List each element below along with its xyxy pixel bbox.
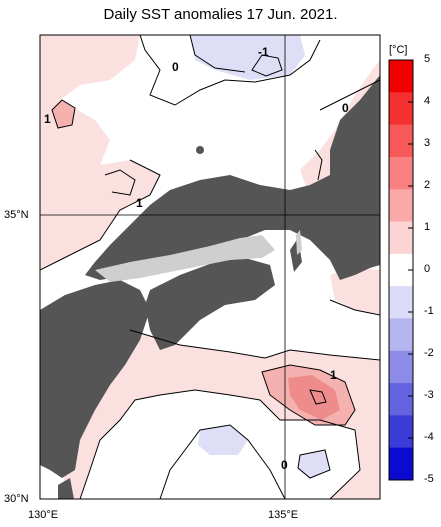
colorbar-segment [389,415,413,449]
warm-region-core [288,375,340,420]
colorbar-tick-label: 4 [424,95,431,107]
contour-zero-west [40,159,161,271]
y-tick-30n: 30°N [4,493,29,505]
colorbar-tick-label: 3 [424,137,431,149]
y-tick-35n: 35°N [4,209,29,221]
contour-zero-southeast [297,449,331,479]
contour-zero-south-upper [129,329,380,361]
colorbar-tick-label: -1 [424,305,434,317]
colorbar-segment [389,221,413,255]
contour-label-one-northwest: 1 [44,112,51,126]
x-tick-130e: 130°E [28,509,59,521]
colorbar-tick-label: -3 [424,389,434,401]
colorbar-segment [389,447,413,481]
contour-label-neg1: -1 [258,45,269,59]
colorbar-tick-label: 0 [424,263,431,275]
contours [40,35,380,499]
cool-region-south [198,425,248,455]
colorbar-segment [389,156,413,190]
contour-label-one-south: 1 [330,368,337,382]
contour-zero-coast [329,299,380,316]
x-tick-135e: 135°E [268,509,299,521]
warm-region-northwest [40,35,160,270]
colorbar-tick-label: 2 [424,179,431,191]
inland-sea [95,235,275,282]
colorbar-tick-label: 1 [424,221,431,233]
island-tanegashima [58,478,74,499]
contour-zero-northeast [319,79,380,111]
colorbar-unit: [°C] [389,44,408,56]
colorbar-segment [389,60,413,93]
land-shikoku [145,258,275,350]
colorbar-segment [389,92,413,126]
contour-one-northwest [51,99,76,129]
contour-one-south [261,364,356,426]
island-small [196,146,204,154]
contour-one-north-coast [104,169,136,196]
colorbar-segment [389,383,413,416]
colorbar-segment [389,189,413,223]
land-honshu [85,75,380,280]
colorbar-tick-label: -2 [424,347,434,359]
contour-neg1-north [251,54,283,77]
colorbar-segment [389,124,413,158]
contour-zero-south-lower [79,389,361,499]
contour-label-zero-northeast: 0 [342,101,349,115]
land-kyushu [40,280,150,478]
contour-two-south [309,389,327,405]
contour-zero-north [139,35,321,106]
contour-one-east [314,149,323,181]
lake-biwa [296,230,302,255]
warm-region-small-north [52,100,75,128]
colorbar-segment [389,350,413,384]
contour-label-one-coast: 1 [136,196,143,210]
colorbar-segment [389,318,413,352]
colorbar-segment [389,286,413,319]
colorbar-tick-label: 5 [424,53,431,65]
frame-ticks [39,35,381,499]
contour-zero-upper [189,35,246,73]
map-title: Daily SST anomalies 17 Jun. 2021. [103,6,338,23]
contour-zero-southmost [159,424,286,499]
colorbar-tick-label: -5 [424,473,434,485]
warm-region-coast-kii [330,268,380,315]
map-field [40,35,380,499]
cool-region-southeast [298,450,330,478]
contour-label-zero-south: 0 [281,458,288,472]
colorbar-tick-label: -4 [424,431,434,443]
colorbar [388,59,414,481]
contour-label-zero-north: 0 [172,60,179,74]
